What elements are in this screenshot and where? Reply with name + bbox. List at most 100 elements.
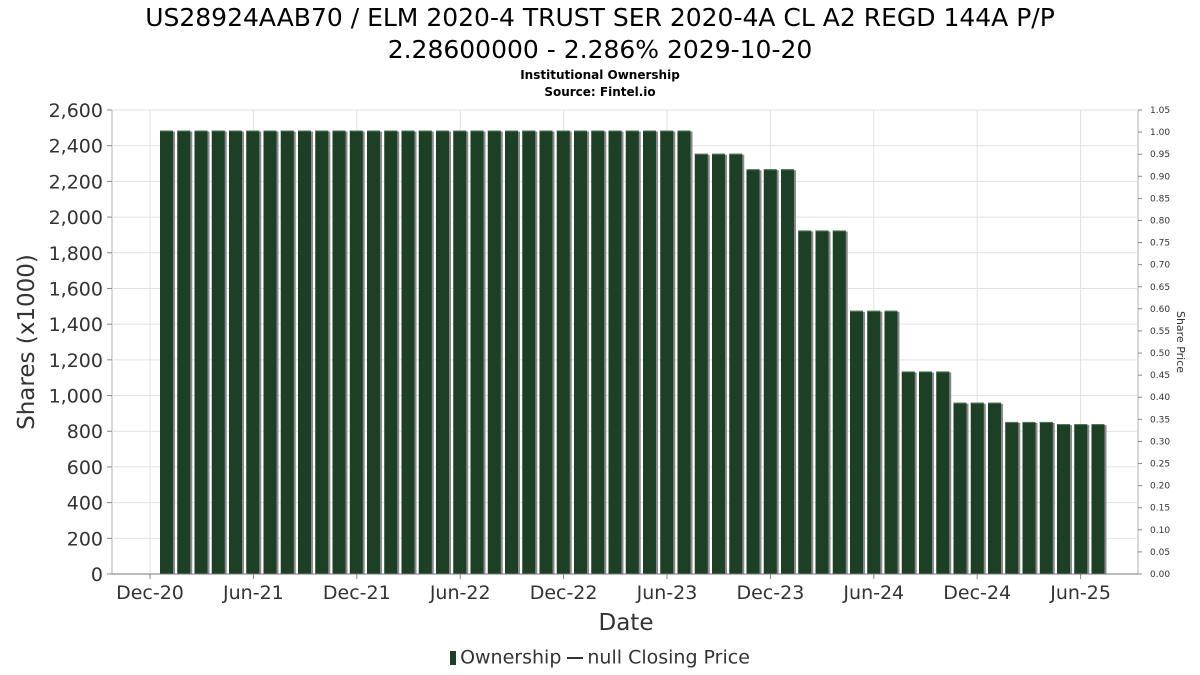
y-tick-label: 200 (67, 528, 103, 550)
y-tick-label: 800 (67, 421, 103, 443)
y2-tick-label: 0.25 (1150, 460, 1170, 470)
chart-title-line1: US28924AAB70 / ELM 2020-4 TRUST SER 2020… (145, 3, 1055, 32)
x-tick-label: Dec-20 (116, 582, 184, 604)
y-tick-label: 2,200 (49, 171, 103, 193)
x-tick-label: Jun-24 (842, 582, 904, 604)
ownership-bar (505, 130, 518, 574)
x-tick-label: Dec-24 (943, 582, 1011, 604)
legend-price-label: null Closing Price (587, 646, 750, 669)
ownership-bar (280, 130, 294, 574)
x-tick-label: Dec-22 (530, 582, 598, 604)
y2-tick-label: 0.05 (1150, 548, 1170, 558)
ownership-bar (539, 130, 553, 574)
ownership-bar (487, 130, 501, 574)
ownership-bar (315, 130, 329, 574)
ownership-bar (694, 153, 708, 574)
ownership-bar (763, 169, 777, 574)
y2-tick-label: 0.70 (1150, 261, 1170, 271)
y2-tick-label: 1.00 (1150, 128, 1170, 138)
y2-tick-label: 0.75 (1150, 239, 1170, 249)
y2-tick-label: 0.40 (1150, 393, 1170, 403)
y-tick-label: 2,000 (49, 207, 103, 229)
price-legend-swatch (567, 656, 584, 659)
ownership-bar (591, 130, 605, 574)
ownership-bar (746, 169, 760, 574)
y2-tick-label: 0.65 (1150, 283, 1170, 293)
ownership-bar (298, 130, 311, 574)
ownership-bar (160, 130, 173, 574)
y2-tick-label: 0.15 (1150, 504, 1170, 514)
y-tick-label: 1,400 (49, 314, 103, 336)
ownership-bar (1039, 421, 1053, 574)
ownership-bar (936, 371, 950, 574)
y-tick-label: 1,600 (49, 278, 103, 300)
ownership-bar (1005, 421, 1019, 574)
y2-tick-label: 0.80 (1150, 216, 1170, 226)
ownership-bar (660, 130, 674, 574)
ownership-bar (850, 310, 863, 574)
y2-tick-label: 0.10 (1150, 526, 1170, 536)
y-axis-label: Shares (x1000) (14, 254, 40, 430)
legend-ownership-label: Ownership (460, 646, 562, 669)
y2-axis-label: Share Price (1174, 311, 1187, 373)
ownership-bar (643, 130, 656, 574)
chart-legend: Ownership null Closing Price (0, 646, 1200, 669)
ownership-bar (211, 130, 225, 574)
ownership-bar (988, 402, 1001, 574)
ownership-bar (470, 130, 484, 574)
ownership-bar (867, 310, 881, 574)
y-tick-label: 0 (91, 564, 103, 586)
ownership-bar (970, 402, 984, 574)
ownership-legend-swatch (450, 650, 457, 665)
y-tick-label: 2,600 (49, 100, 103, 122)
ownership-bar (574, 130, 587, 574)
x-tick-label: Dec-21 (323, 582, 391, 604)
y-tick-label: 400 (67, 493, 103, 515)
ownership-bar (1057, 424, 1070, 574)
ownership-bar (453, 130, 467, 574)
chart-title-line2: 2.28600000 - 2.286% 2029-10-20 (387, 35, 813, 64)
ownership-bar (401, 130, 415, 574)
x-tick-label: Jun-25 (1049, 582, 1111, 604)
x-tick-label: Jun-22 (429, 582, 491, 604)
y2-tick-label: 0.85 (1150, 194, 1170, 204)
ownership-bar (1091, 424, 1105, 574)
ownership-bar (367, 130, 380, 574)
y-tick-label: 2,400 (49, 136, 103, 158)
y-tick-label: 1,000 (49, 386, 103, 408)
ownership-bar (953, 402, 967, 574)
ownership-bar (177, 130, 191, 574)
ownership-bar (384, 130, 398, 574)
ownership-bar (677, 130, 691, 574)
y-tick-label: 600 (67, 457, 103, 479)
y2-tick-label: 0.50 (1150, 349, 1170, 359)
ownership-bar (712, 153, 725, 574)
y2-tick-label: 0.90 (1150, 172, 1170, 182)
x-tick-label: Dec-23 (736, 582, 804, 604)
ownership-bar (1074, 424, 1088, 574)
y2-tick-label: 0.95 (1150, 150, 1170, 160)
ownership-bar (349, 130, 363, 574)
ownership-bar (418, 130, 432, 574)
ownership-bar (194, 130, 208, 574)
ownership-bar (229, 130, 242, 574)
y2-tick-label: 0.45 (1150, 371, 1170, 381)
y2-tick-label: 0.35 (1150, 415, 1170, 425)
y-tick-label: 1,800 (49, 243, 103, 265)
ownership-bar (625, 130, 639, 574)
ownership-bar (729, 153, 743, 574)
ownership-bar (901, 371, 915, 574)
ownership-bar (332, 130, 346, 574)
y2-tick-label: 0.20 (1150, 482, 1170, 492)
y2-tick-label: 0.00 (1150, 570, 1170, 580)
chart-subtitle: Institutional Ownership (520, 68, 680, 82)
chart-source: Source: Fintel.io (544, 85, 656, 99)
ownership-bar (815, 230, 829, 574)
y2-tick-label: 0.30 (1150, 437, 1170, 447)
ownership-bar (781, 169, 794, 574)
x-axis-label: Date (599, 610, 654, 636)
ownership-bar (246, 130, 260, 574)
y2-tick-label: 0.60 (1150, 305, 1170, 315)
ownership-bar (919, 371, 932, 574)
